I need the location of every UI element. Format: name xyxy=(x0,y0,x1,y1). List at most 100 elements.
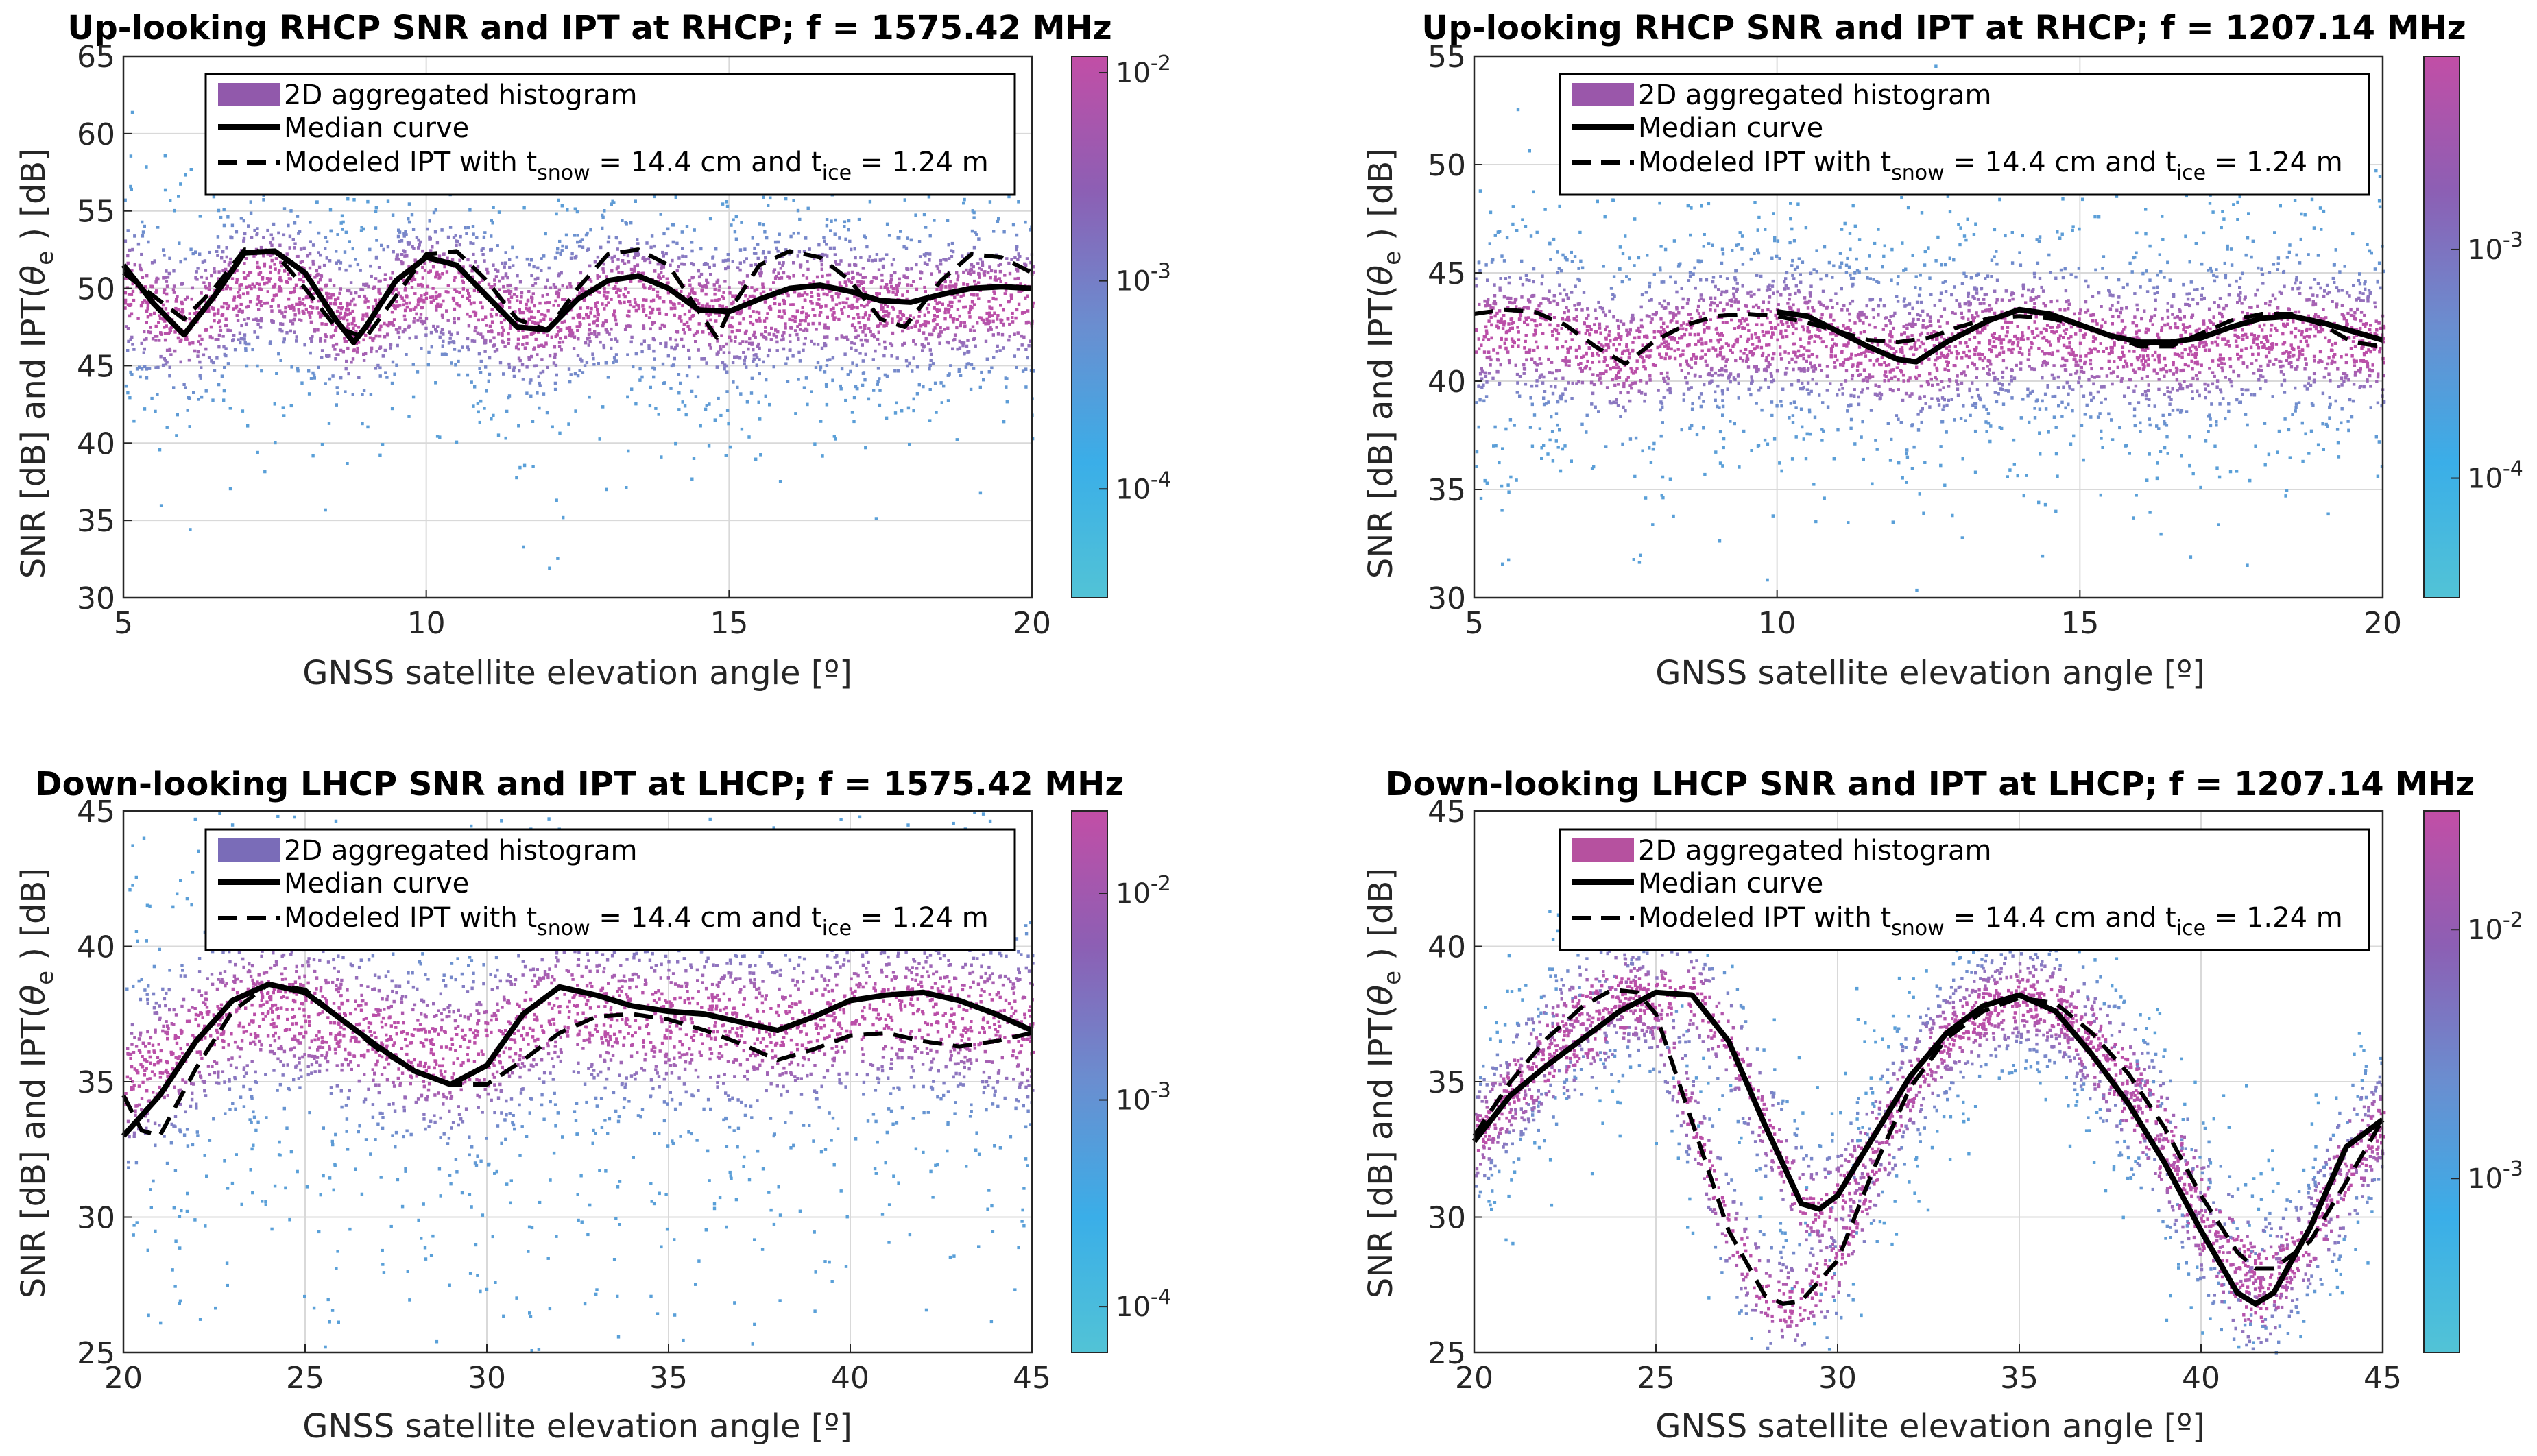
histogram-cell xyxy=(767,204,770,207)
histogram-cell xyxy=(141,276,145,279)
histogram-cell xyxy=(364,297,368,301)
histogram-cell xyxy=(2304,432,2307,436)
histogram-cell xyxy=(861,330,865,334)
histogram-cell xyxy=(411,245,414,249)
histogram-cell xyxy=(912,397,915,401)
histogram-cell xyxy=(164,276,167,280)
histogram-cell xyxy=(229,287,232,291)
histogram-cell xyxy=(806,206,810,210)
histogram-cell xyxy=(208,284,211,288)
histogram-cell xyxy=(2377,199,2381,203)
histogram-cell xyxy=(1630,383,1634,386)
histogram-cell xyxy=(861,343,864,347)
histogram-cell xyxy=(978,257,983,261)
histogram-cell xyxy=(548,354,552,358)
histogram-cell xyxy=(153,311,156,315)
histogram-cell xyxy=(560,348,563,352)
histogram-cell xyxy=(541,294,544,298)
histogram-cell xyxy=(317,251,320,254)
histogram-cell xyxy=(2294,402,2298,406)
histogram-cell xyxy=(453,348,457,351)
histogram-cell xyxy=(2236,218,2239,221)
histogram-cell xyxy=(983,274,987,277)
histogram-cell xyxy=(477,410,480,414)
histogram-cell xyxy=(484,365,488,369)
histogram-cell xyxy=(1570,260,1574,263)
histogram-cell xyxy=(652,349,656,353)
histogram-cell xyxy=(800,311,804,315)
histogram-cell xyxy=(540,343,544,348)
histogram-cell xyxy=(680,337,684,341)
histogram-cell xyxy=(1618,245,1622,249)
histogram-cell xyxy=(987,315,991,318)
histogram-cell xyxy=(422,298,425,302)
histogram-cell xyxy=(375,302,378,306)
histogram-cell xyxy=(278,309,282,313)
histogram-cell xyxy=(1705,363,1709,367)
histogram-cell xyxy=(1990,350,1993,354)
histogram-cell xyxy=(731,260,734,263)
histogram-cell xyxy=(623,253,626,257)
histogram-cell xyxy=(755,310,758,314)
histogram-cell xyxy=(1011,316,1014,319)
histogram-cell xyxy=(753,295,756,299)
histogram-cell xyxy=(408,336,411,340)
histogram-cell xyxy=(638,378,642,382)
histogram-cell xyxy=(1007,317,1010,321)
histogram-cell xyxy=(2198,345,2201,348)
histogram-cell xyxy=(773,295,777,300)
histogram-cell xyxy=(499,321,503,324)
histogram-cell xyxy=(935,411,938,414)
histogram-cell xyxy=(279,260,282,265)
histogram-cell xyxy=(996,219,1000,223)
histogram-cell xyxy=(555,291,558,295)
histogram-cell xyxy=(1649,349,1653,352)
histogram-cell xyxy=(708,332,711,336)
histogram-cell xyxy=(153,335,157,338)
histogram-cell xyxy=(971,209,974,213)
histogram-cell xyxy=(1772,352,1776,356)
histogram-cell xyxy=(163,254,166,257)
histogram-cell xyxy=(893,369,897,373)
histogram-cell xyxy=(659,213,662,216)
histogram-cell xyxy=(2326,512,2330,516)
histogram-cell xyxy=(455,239,458,243)
histogram-cell xyxy=(1764,359,1768,363)
histogram-cell xyxy=(158,314,161,317)
histogram-cell xyxy=(530,295,533,300)
histogram-cell xyxy=(407,326,410,329)
histogram-cell xyxy=(459,234,462,239)
histogram-cell xyxy=(1928,319,1932,323)
histogram-cell xyxy=(972,293,976,297)
histogram-cell xyxy=(720,334,723,337)
histogram-cell xyxy=(924,254,927,258)
histogram-cell xyxy=(476,402,480,405)
histogram-cell xyxy=(346,289,349,293)
histogram-cell xyxy=(578,369,581,372)
histogram-cell xyxy=(2293,199,2297,202)
histogram-cell xyxy=(128,248,132,252)
histogram-cell xyxy=(1998,426,2001,429)
histogram-cell xyxy=(2313,315,2317,319)
histogram-cell xyxy=(361,393,364,396)
histogram-cell xyxy=(2035,327,2039,330)
histogram-cell xyxy=(713,287,717,291)
histogram-cell xyxy=(937,335,940,339)
histogram-cell xyxy=(177,195,180,198)
histogram-cell xyxy=(1938,388,1942,392)
histogram-cell xyxy=(1661,405,1664,409)
histogram-cell xyxy=(704,262,708,265)
histogram-cell xyxy=(634,402,638,406)
histogram-cell xyxy=(1764,228,1767,231)
histogram-cell xyxy=(2351,399,2355,403)
histogram-cell xyxy=(1621,252,1625,256)
histogram-cell xyxy=(852,317,856,320)
histogram-cell xyxy=(2319,327,2323,330)
histogram-cell xyxy=(138,263,142,267)
histogram-cell xyxy=(254,317,258,321)
histogram-cell xyxy=(145,337,148,341)
histogram-cell xyxy=(990,366,994,370)
histogram-cell xyxy=(1853,442,1857,446)
histogram-cell xyxy=(2207,383,2210,387)
histogram-cell xyxy=(468,264,472,268)
